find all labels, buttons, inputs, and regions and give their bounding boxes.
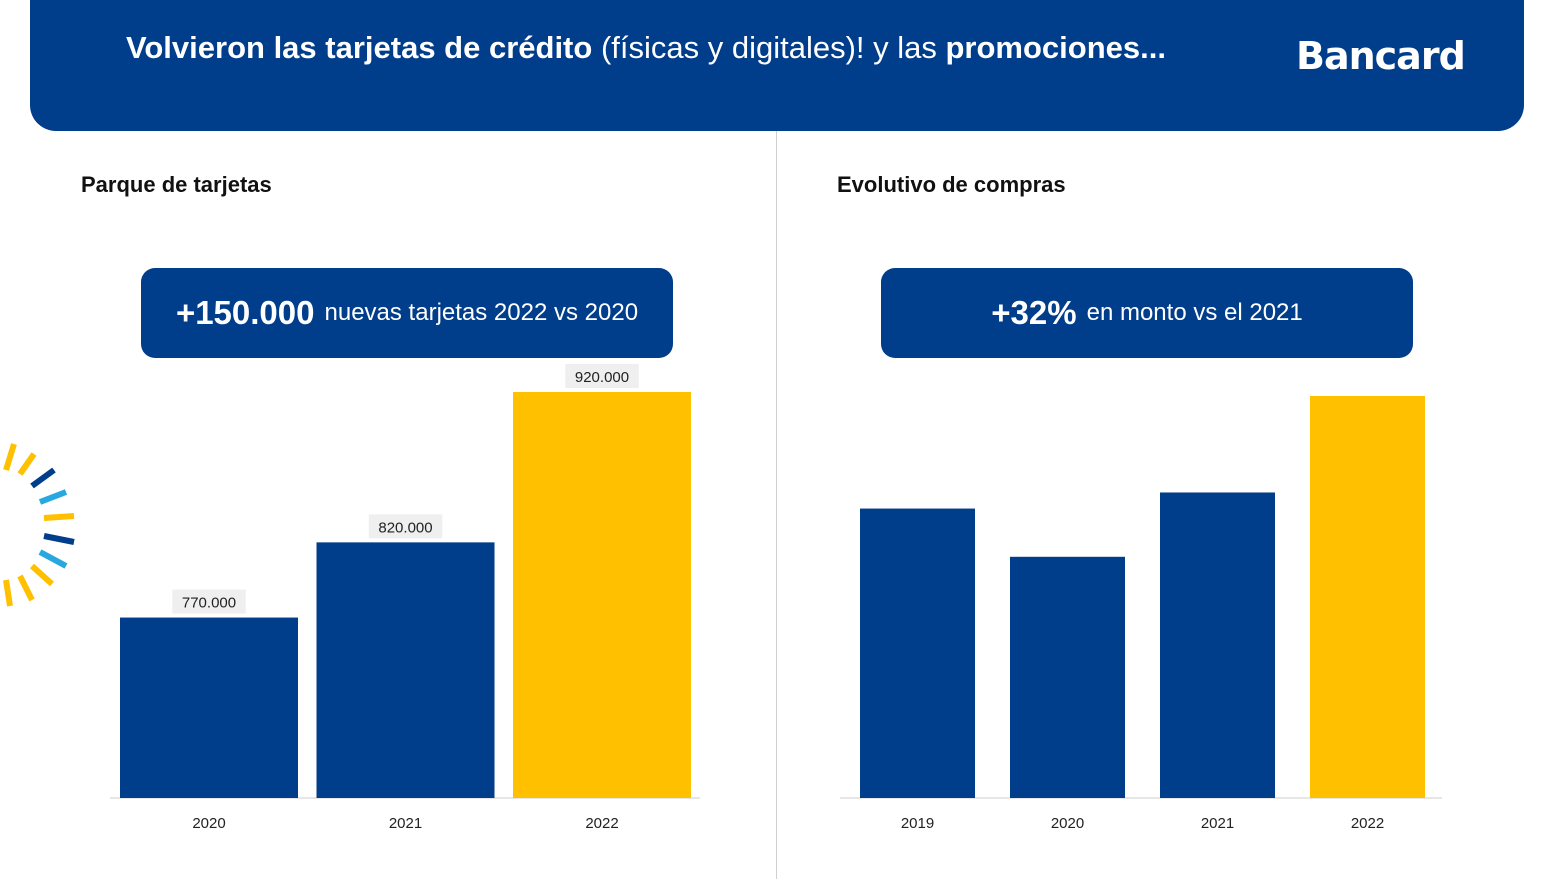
bar-2021 [1160, 492, 1275, 798]
data-label: 820.000 [378, 519, 432, 536]
data-label-bg [172, 589, 246, 614]
bar-2022 [513, 392, 691, 798]
decorative-sunburst-icon [3, 443, 75, 607]
header-title: Volvieron las tarjetas de crédito (físic… [126, 30, 1166, 66]
data-label: 920.000 [575, 369, 629, 386]
right-kpi-box: +32% en monto vs el 2021 [881, 268, 1413, 358]
x-tick-label: 2022 [1351, 815, 1384, 832]
x-tick-label: 2019 [901, 815, 934, 832]
bar-2020 [1010, 556, 1125, 798]
right-section-title: Evolutivo de compras [837, 172, 1066, 197]
left-kpi-box: +150.000 nuevas tarjetas 2022 vs 2020 [141, 268, 673, 358]
x-tick-label: 2021 [389, 815, 422, 832]
x-tick-label: 2022 [585, 815, 618, 832]
bar-2019 [860, 508, 975, 798]
panel-divider [776, 131, 777, 879]
purchases-bar-chart: 2019 2020 2021 2022 [840, 396, 1442, 832]
data-label-bg [565, 364, 639, 388]
right-kpi-text: en monto vs el 2021 [1086, 299, 1303, 326]
cards-bar-chart: 2020 770.000 2021 820.000 2022 920.000 [110, 364, 700, 832]
bar-2020 [120, 617, 298, 798]
header-banner: Volvieron las tarjetas de crédito (físic… [30, 0, 1524, 131]
header-title-bold-2: promociones... [945, 30, 1166, 65]
left-kpi-text: nuevas tarjetas 2022 vs 2020 [324, 299, 639, 326]
header-title-bold-1: Volvieron las tarjetas de crédito [126, 30, 593, 65]
bancard-logo: Bancard [1296, 34, 1466, 78]
bar-2022 [1310, 396, 1425, 798]
data-label: 770.000 [182, 595, 236, 612]
left-kpi-value: +150.000 [175, 294, 315, 331]
header-title-light: (físicas y digitales)! y las [592, 30, 946, 65]
bar-2021 [316, 542, 495, 798]
right-kpi-value: +32% [991, 294, 1077, 331]
x-tick-label: 2020 [1051, 815, 1084, 832]
x-tick-label: 2021 [1201, 815, 1234, 832]
data-label-bg [368, 514, 443, 539]
x-tick-label: 2020 [192, 815, 225, 832]
left-section-title: Parque de tarjetas [81, 172, 272, 197]
